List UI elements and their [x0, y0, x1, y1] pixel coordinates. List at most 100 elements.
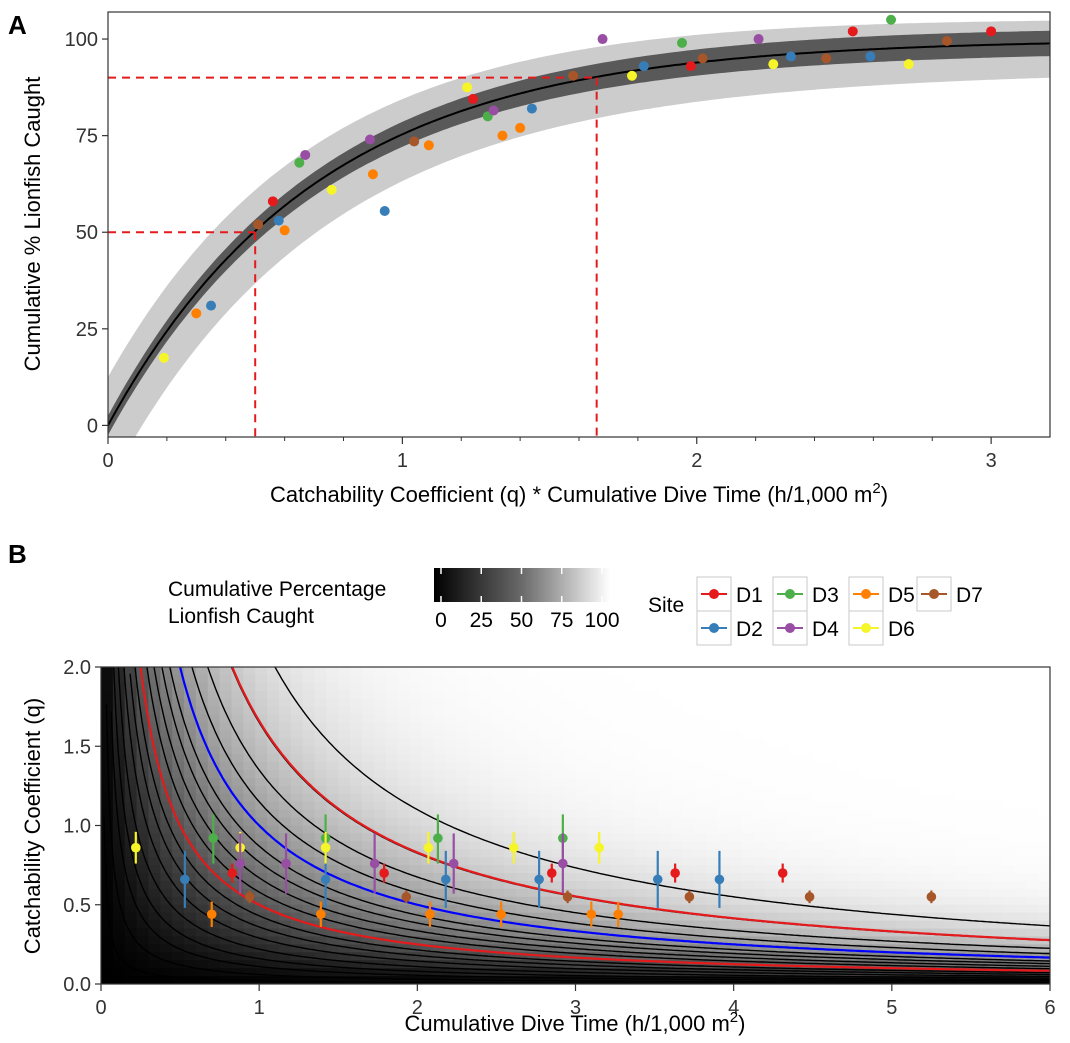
heatmap-cell — [409, 873, 422, 882]
heatmap-cell — [456, 912, 470, 922]
heatmap-cell — [539, 873, 553, 882]
heatmap-cell — [966, 968, 980, 977]
heatmap-cell — [350, 793, 363, 803]
heatmap-cell — [563, 976, 577, 984]
heatmap-cell — [267, 928, 280, 938]
heatmap-cell — [895, 762, 909, 771]
heatmap-cell — [670, 904, 683, 914]
legend-key-point — [785, 589, 795, 599]
heatmap-cell — [255, 825, 268, 835]
heatmap-cell — [563, 785, 577, 795]
heatmap-cell — [634, 857, 648, 866]
heatmap-cell — [907, 762, 921, 771]
heatmap-cell — [955, 801, 968, 811]
heatmap-cell — [1002, 833, 1016, 842]
legend-key-point — [929, 589, 939, 599]
heatmap-cell — [326, 714, 339, 724]
heatmap-cell — [931, 667, 944, 676]
data-point-d4 — [597, 34, 608, 45]
heatmap-cell — [670, 888, 683, 898]
heatmap-cell — [824, 968, 838, 977]
heatmap-cell — [812, 722, 826, 732]
heatmap-cell — [136, 825, 150, 835]
heatmap-cell — [765, 682, 778, 692]
heatmap-cell — [789, 777, 802, 787]
heatmap-cell — [848, 833, 861, 842]
heatmap-cell — [231, 746, 244, 755]
heatmap-cell — [136, 714, 150, 724]
heatmap-cell — [255, 857, 268, 866]
heatmap-cell — [990, 762, 1004, 771]
heatmap-cell — [373, 817, 387, 827]
heatmap-cell — [836, 920, 849, 930]
heatmap-cell — [207, 754, 221, 763]
heatmap-cell — [361, 841, 375, 850]
heatmap-cell — [101, 960, 114, 969]
heatmap-cell — [694, 746, 707, 755]
heatmap-cell — [409, 682, 422, 692]
heatmap-cell — [741, 706, 755, 716]
heatmap-cell — [516, 936, 529, 945]
heatmap-cell — [504, 865, 517, 874]
heatmap-cell — [694, 880, 707, 890]
heatmap-cell — [563, 777, 577, 787]
heatmap-cell — [1026, 801, 1039, 811]
heatmap-cell — [243, 944, 256, 953]
heatmap-cell — [1014, 674, 1027, 684]
heatmap-cell — [883, 770, 897, 779]
heatmap-cell — [694, 833, 707, 842]
heatmap-cell — [468, 809, 482, 819]
heatmap-cell — [658, 904, 671, 914]
heatmap-cell — [468, 801, 482, 811]
heatmap-cell — [729, 936, 743, 945]
heatmap-cell — [409, 746, 422, 755]
heatmap-cell — [634, 690, 648, 700]
heatmap-cell — [219, 944, 233, 953]
heatmap-cell — [575, 809, 588, 819]
heatmap-cell — [278, 785, 292, 795]
contour-line — [153, 667, 1050, 967]
heatmap-cell — [136, 690, 150, 700]
heatmap-cell — [670, 952, 683, 961]
heatmap-cell — [670, 817, 683, 827]
heatmap-cell — [931, 674, 944, 684]
heatmap-cell — [599, 793, 612, 803]
heatmap-cell — [124, 746, 138, 755]
heatmap-cell — [551, 722, 565, 732]
heatmap-cell — [919, 880, 932, 890]
heatmap-cell — [895, 920, 909, 930]
heatmap-cell — [397, 722, 411, 732]
heatmap-cell — [705, 682, 719, 692]
heatmap-cell — [361, 682, 375, 692]
heatmap-cell — [433, 873, 446, 882]
heatmap-cell — [931, 722, 944, 732]
heatmap-cell — [1026, 944, 1039, 953]
heatmap-cell — [480, 857, 494, 866]
heatmap-cell — [646, 952, 660, 961]
heatmap-cell — [990, 667, 1004, 676]
heatmap-cell — [255, 793, 268, 803]
heatmap-cell — [1002, 904, 1016, 914]
heatmap-cell — [872, 714, 885, 724]
heatmap-cell — [978, 690, 992, 700]
heatmap-cell — [836, 667, 849, 676]
heatmap-cell — [255, 896, 268, 906]
heatmap-cell — [468, 873, 482, 882]
x-tick-label: 0 — [95, 997, 106, 1019]
heatmap-cell — [219, 833, 233, 842]
heatmap-cell — [361, 809, 375, 819]
heatmap-cell — [563, 698, 577, 708]
heatmap-cell — [895, 873, 909, 882]
heatmap-cell — [575, 960, 588, 969]
heatmap-cell — [385, 928, 399, 938]
heatmap-cell — [907, 738, 921, 747]
heatmap-cell — [883, 841, 897, 850]
heatmap-cell — [231, 690, 244, 700]
heatmap-cell — [267, 817, 280, 827]
heatmap-cell — [1002, 714, 1016, 724]
heatmap-cell — [789, 968, 802, 977]
estimate-point-d2 — [534, 874, 544, 885]
heatmap-cell — [195, 706, 209, 716]
heatmap-cell — [148, 936, 161, 945]
heatmap-cell — [350, 690, 363, 700]
